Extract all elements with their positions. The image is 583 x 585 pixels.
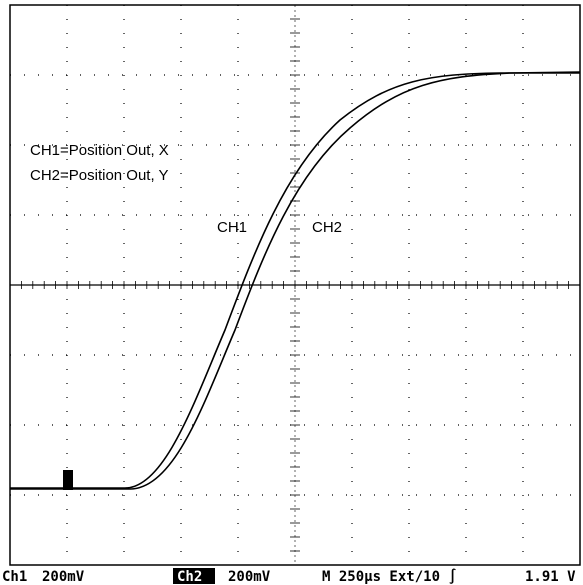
status-scale: 200mV: [42, 569, 85, 585]
trace-label: CH1: [217, 219, 247, 236]
trace-ch1: [10, 72, 580, 489]
status-scale: 200mV: [228, 569, 271, 585]
legend-ch1: CH1=Position Out, X: [30, 142, 169, 159]
trace-label: CH2: [312, 219, 342, 236]
ground-marker: [63, 470, 73, 490]
status-ch2: Ch2: [177, 569, 202, 585]
status-ch1: Ch1: [2, 569, 27, 585]
trace-ch2: [10, 71, 581, 490]
ch2-highlight: [173, 568, 215, 584]
status-timebase: M 250µs Ext/10 ∫: [322, 568, 457, 585]
status-trigger: 1.91 V: [525, 569, 576, 585]
legend-ch2: CH2=Position Out, Y: [30, 167, 169, 184]
